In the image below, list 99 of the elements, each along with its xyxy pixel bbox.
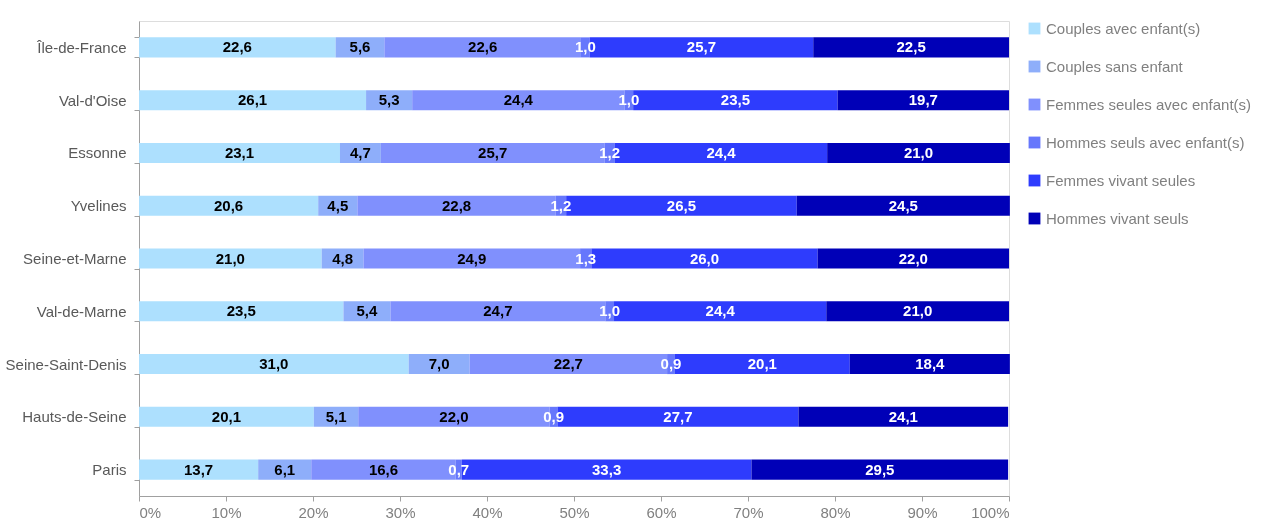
- data-label: 6,1: [274, 460, 296, 478]
- data-label: 23,1: [224, 143, 255, 161]
- data-label: 4,7: [349, 143, 371, 161]
- data-label: 5,1: [325, 407, 347, 425]
- bar: [139, 406, 314, 427]
- bar: [796, 195, 1010, 216]
- data-label: 25,7: [686, 38, 717, 56]
- data-label: 5,4: [356, 302, 379, 320]
- y-tick-label: Val-de-Marne: [36, 302, 127, 320]
- bar: [813, 37, 1009, 58]
- legend-label: Femmes seules avec enfant(s): [1046, 95, 1252, 113]
- data-label: 13,7: [183, 460, 214, 478]
- data-label: 24,5: [888, 196, 918, 214]
- data-label: 24,4: [706, 143, 737, 161]
- y-tick-label: Île-de-France: [36, 38, 127, 56]
- bar: [139, 37, 336, 58]
- bar: [139, 90, 367, 111]
- data-label: 5,6: [349, 38, 371, 56]
- data-label: 20,1: [211, 407, 242, 425]
- data-label: 1,2: [599, 143, 621, 161]
- y-tick-label: Hauts-de-Seine: [22, 408, 127, 426]
- data-label: 24,9: [457, 249, 487, 267]
- bar: [817, 248, 1009, 269]
- legend-label: Femmes vivant seules: [1046, 171, 1196, 189]
- data-label: 18,4: [915, 355, 946, 373]
- data-label: 22,5: [896, 38, 926, 56]
- data-label: 7,0: [428, 355, 450, 373]
- x-tick-label: 30%: [385, 503, 416, 519]
- data-label: 24,1: [888, 407, 918, 425]
- bar: [408, 354, 470, 375]
- bar: [826, 301, 1009, 322]
- bar: [139, 248, 322, 269]
- x-tick-label: 70%: [733, 503, 764, 519]
- y-tick-label: Yvelines: [70, 197, 127, 215]
- data-label: 23,5: [226, 302, 256, 320]
- data-label: 26,5: [666, 196, 697, 214]
- data-label: 0,7: [448, 460, 470, 478]
- data-label: 20,6: [214, 196, 244, 214]
- data-label: 26,0: [689, 249, 720, 267]
- y-tick-label: Paris: [92, 461, 127, 479]
- data-label: 0,9: [543, 407, 564, 425]
- x-tick-label: 100%: [971, 503, 1010, 519]
- legend-label: Couples sans enfant: [1046, 57, 1184, 75]
- y-tick-label: Val-d'Oise: [58, 91, 127, 109]
- x-tick-label: 0%: [139, 503, 162, 519]
- data-label: 22,0: [898, 249, 928, 267]
- legend-label: Couples avec enfant(s): [1046, 19, 1201, 37]
- data-label: 22,6: [222, 38, 252, 56]
- data-label: 1,0: [574, 38, 596, 56]
- data-label: 31,0: [259, 355, 289, 373]
- y-tick-label: Essonne: [68, 144, 127, 162]
- x-tick-label: 90%: [907, 503, 938, 519]
- data-label: 20,1: [747, 355, 777, 373]
- data-label: 16,6: [368, 460, 399, 478]
- data-label: 1,3: [575, 249, 597, 267]
- data-label: 22,7: [553, 355, 583, 373]
- data-label: 26,1: [237, 91, 268, 109]
- data-label: 21,0: [215, 249, 245, 267]
- data-label: 4,5: [327, 196, 349, 214]
- bar: [139, 354, 409, 375]
- y-tick-label: Seine-Saint-Denis: [5, 355, 127, 373]
- bar: [837, 90, 1009, 111]
- data-label: 22,8: [441, 196, 472, 214]
- bar: [827, 142, 1010, 163]
- x-tick-label: 60%: [646, 503, 677, 519]
- data-label: 1,0: [618, 91, 640, 109]
- bar: [849, 354, 1010, 375]
- bar: [139, 301, 344, 322]
- data-label: 25,7: [478, 143, 508, 161]
- bar: [139, 142, 340, 163]
- legend-label: Hommes vivant seuls: [1046, 209, 1189, 227]
- y-tick-label: Seine-et-Marne: [23, 250, 127, 267]
- data-label: 1,2: [550, 196, 572, 214]
- data-label: 24,7: [483, 302, 513, 320]
- bar: [798, 406, 1009, 427]
- data-label: 5,3: [378, 91, 400, 109]
- bar: [139, 195, 319, 216]
- data-label: 19,7: [908, 91, 938, 109]
- data-label: 27,7: [663, 407, 693, 425]
- x-tick-label: 50%: [559, 503, 590, 519]
- x-tick-label: 40%: [472, 503, 503, 519]
- data-label: 4,8: [332, 249, 354, 267]
- data-label: 24,4: [705, 302, 736, 320]
- bar: [751, 459, 1009, 480]
- data-label: 33,3: [592, 460, 622, 478]
- data-label: 22,0: [439, 407, 469, 425]
- x-tick-label: 20%: [298, 503, 329, 519]
- data-label: 24,4: [503, 91, 534, 109]
- bar: [139, 459, 259, 480]
- data-label: 0,9: [660, 355, 682, 373]
- data-label: 21,0: [903, 143, 934, 161]
- data-label: 22,6: [468, 38, 498, 56]
- data-label: 21,0: [903, 302, 933, 320]
- data-label: 1,0: [599, 302, 621, 320]
- x-tick-label: 80%: [820, 503, 851, 519]
- data-label: 23,5: [720, 91, 750, 109]
- legend-label: Hommes seuls avec enfant(s): [1046, 133, 1245, 151]
- data-label: 29,5: [865, 460, 895, 478]
- x-tick-label: 10%: [211, 503, 242, 519]
